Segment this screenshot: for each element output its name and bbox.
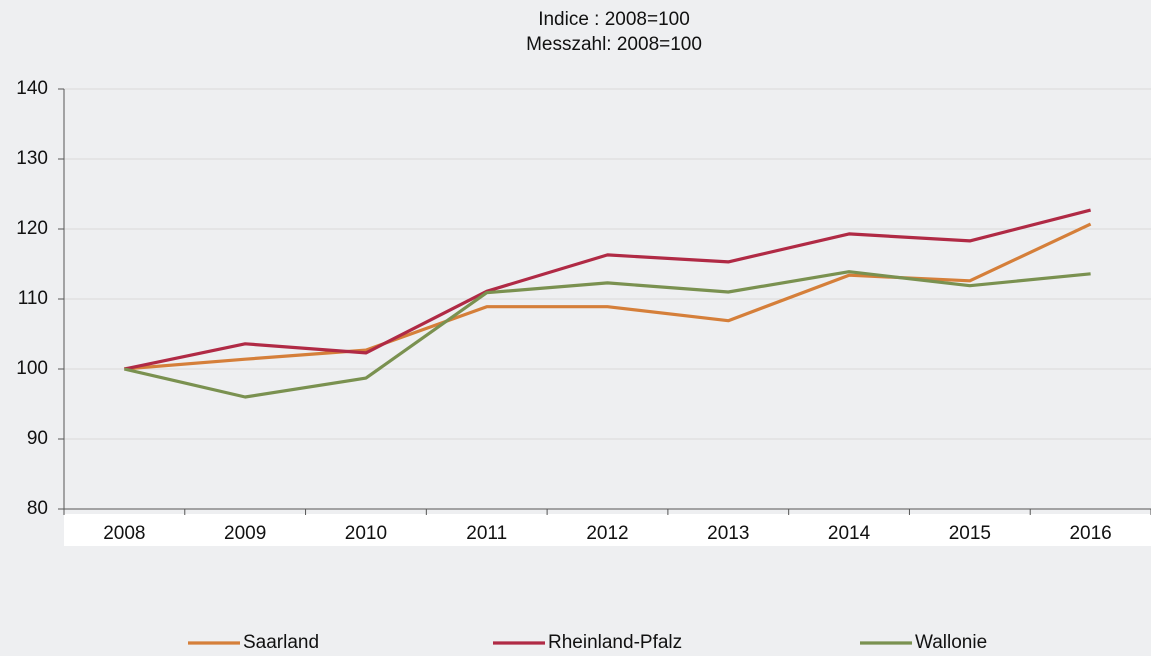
y-tick-label: 100 [16, 358, 48, 379]
legend-label: Rheinland-Pfalz [548, 632, 682, 653]
y-tick-label: 90 [27, 428, 48, 449]
x-tick-label: 2012 [586, 523, 628, 544]
y-tick-label: 120 [16, 218, 48, 239]
chart-title: Indice : 2008=100 [538, 9, 690, 30]
series-line [124, 208, 1092, 371]
legend-label: Saarland [243, 632, 319, 653]
x-tick-label: 2009 [224, 523, 266, 544]
y-tick-label: 140 [16, 78, 48, 99]
legend-label: Wallonie [915, 632, 987, 653]
y-tick-label: 80 [27, 498, 48, 519]
series-line [124, 222, 1092, 371]
x-tick-label: 2015 [949, 523, 991, 544]
y-tick-label: 110 [18, 288, 48, 309]
x-tick-label: 2013 [707, 523, 749, 544]
series-line [124, 270, 1091, 399]
x-tick-label: 2008 [103, 523, 145, 544]
x-label-strip [64, 514, 1151, 546]
x-tick-label: 2016 [1069, 523, 1111, 544]
x-tick-label: 2014 [828, 523, 871, 544]
y-tick-label: 130 [16, 148, 48, 169]
chart-subtitle: Messzahl: 2008=100 [526, 34, 702, 55]
x-tick-label: 2010 [345, 523, 387, 544]
x-tick-label: 2011 [466, 523, 507, 544]
